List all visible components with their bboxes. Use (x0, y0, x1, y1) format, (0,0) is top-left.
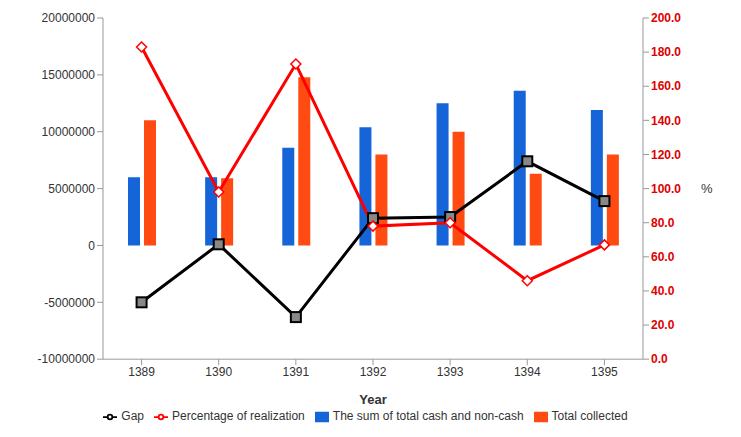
svg-text:80.0: 80.0 (651, 216, 675, 230)
svg-text:-10000000: -10000000 (38, 352, 96, 366)
svg-text:120.0: 120.0 (651, 148, 681, 162)
svg-text:1394: 1394 (514, 365, 541, 379)
svg-text:60.0: 60.0 (651, 250, 675, 264)
svg-text:40.0: 40.0 (651, 284, 675, 298)
svg-text:20000000: 20000000 (42, 11, 96, 25)
svg-text:0: 0 (88, 239, 95, 253)
svg-text:100.0: 100.0 (651, 182, 681, 196)
svg-text:1393: 1393 (437, 365, 464, 379)
html-text:The sum of total cash and non-: The sum of total cash and non-cash (332, 409, 524, 424)
svg-text:1392: 1392 (360, 365, 387, 379)
svg-text:10000000: 10000000 (42, 125, 96, 139)
svg-text:-5000000: -5000000 (44, 296, 95, 310)
svg-text:1389: 1389 (128, 365, 155, 379)
html-text:Percentage of realization: Percentage of realization (172, 409, 305, 424)
svg-text:200.0: 200.0 (651, 11, 681, 25)
svg-text:20.0: 20.0 (651, 318, 675, 332)
svg-text:1391: 1391 (283, 365, 310, 379)
svg-text:15000000: 15000000 (42, 68, 96, 82)
svg-text:160.0: 160.0 (651, 79, 681, 93)
svg-text:1395: 1395 (591, 365, 618, 379)
svg-text:0.0: 0.0 (651, 352, 668, 366)
svg-text:180.0: 180.0 (651, 45, 681, 59)
svg-text:1390: 1390 (205, 365, 232, 379)
svg-text:Year: Year (359, 392, 386, 407)
svg-text:5000000: 5000000 (48, 182, 95, 196)
html-text:Total collected: Total collected (551, 409, 628, 424)
html-text:Gap: Gap (121, 409, 144, 424)
svg-text:%: % (701, 181, 713, 196)
svg-text:140.0: 140.0 (651, 114, 681, 128)
